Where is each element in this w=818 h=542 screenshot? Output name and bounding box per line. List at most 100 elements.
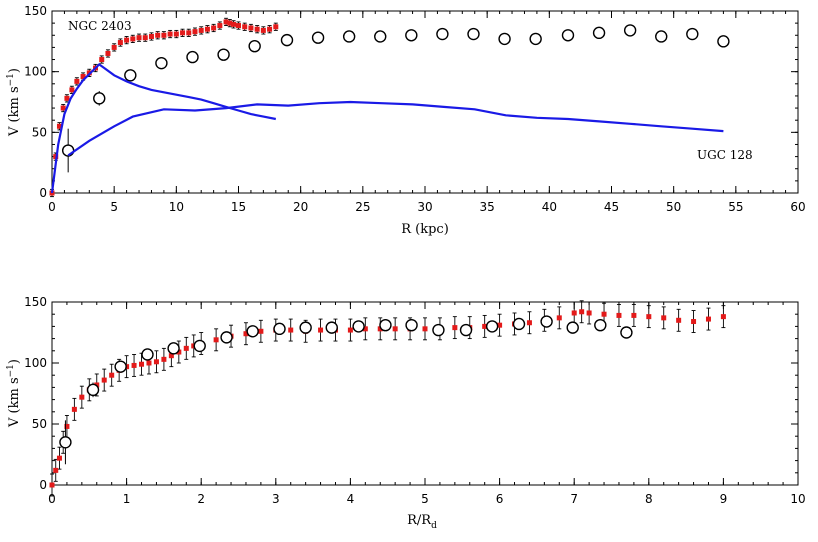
data-point [258,328,264,334]
bottom-x-axis-title: R/Rd [407,513,437,531]
data-point [561,29,575,42]
data-point [176,349,182,355]
data-point [56,123,62,129]
data-point [616,312,622,318]
data-point [392,326,398,332]
data-point [49,482,55,488]
x-tick-label: 1 [123,492,131,506]
data-point [74,78,80,84]
y-tick-label: 100 [24,65,47,79]
data-point [242,24,248,30]
data-point [377,326,383,332]
y-tick-label: 150 [24,4,47,18]
data-point [529,32,542,46]
x-tick-label: 4 [347,492,355,506]
x-tick-label: 45 [604,200,619,214]
data-point [601,311,607,317]
data-point [155,56,168,70]
x-tick-label: 10 [790,492,805,506]
data-point [64,95,70,101]
x-tick-label: 40 [542,200,557,214]
data-point [124,69,137,82]
data-point [217,48,230,61]
data-point [498,32,511,46]
data-point [556,315,562,321]
data-point [56,455,62,461]
data-point [497,322,503,328]
data-point [109,372,115,378]
data-point [105,50,111,56]
top-x-axis-title: R (kpc) [401,222,449,237]
data-point [254,26,260,32]
data-point [167,342,180,355]
data-point [124,37,130,43]
data-point [204,26,210,32]
data-point [526,320,532,326]
data-point [220,331,233,344]
data-point [459,323,473,337]
data-point [161,32,167,38]
data-point [571,310,577,316]
data-point [646,314,652,320]
y-tick-label: 0 [39,478,47,492]
top-y-axis-title: V (km s−1) [6,68,22,137]
data-point [173,31,179,37]
data-point [186,50,199,64]
data-point [198,27,204,33]
data-point [318,327,324,333]
data-point [183,345,189,351]
data-point [661,315,667,321]
x-tick-label: 5 [421,492,429,506]
data-point [405,29,418,42]
x-tick-label: 55 [728,200,743,214]
data-point [623,24,637,37]
data-point [69,87,75,93]
data-point [153,359,159,365]
data-point [579,309,585,315]
data-point [631,312,637,318]
data-point [64,423,70,429]
x-tick-label: 0 [48,200,56,214]
data-point [405,318,418,332]
x-tick-label: 6 [496,492,504,506]
data-point [71,406,77,412]
data-point [540,315,553,328]
data-point [691,319,697,325]
data-point [273,322,286,336]
data-point [620,326,633,339]
data-point [211,25,217,31]
data-point [566,321,579,334]
data-point [148,33,154,39]
data-point [436,27,449,41]
x-tick-label: 0 [48,492,56,506]
data-point [717,35,730,48]
x-tick-label: 5 [110,200,118,214]
data-point [180,30,186,36]
top-axis-ticks: 0 5 10 15 20 25 30 35 40 45 50 55 60 0 50 100 150 [24,4,806,214]
model-curve [50,62,277,194]
data-point [594,318,607,332]
y-tick-label: 50 [32,125,47,139]
x-tick-label: 15 [231,200,246,214]
data-point [705,316,711,322]
data-point [267,26,273,32]
data-point [131,362,137,368]
data-point [161,356,167,362]
data-point [86,383,100,397]
data-point [299,321,312,334]
x-tick-label: 50 [666,200,681,214]
data-point [141,348,154,361]
data-point [432,323,445,337]
data-point [80,74,86,80]
x-tick-label: 9 [720,492,728,506]
data-point [146,360,152,366]
data-point [676,317,682,323]
data-point [130,36,136,42]
data-point [655,30,668,43]
data-point [273,24,279,30]
data-point [246,325,259,338]
data-point [288,327,294,333]
data-point [99,57,105,63]
